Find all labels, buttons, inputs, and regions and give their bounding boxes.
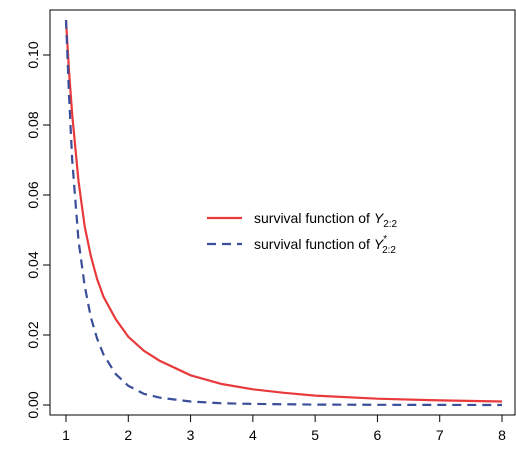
x-tick-label: 4 bbox=[249, 427, 257, 443]
y-tick-label: 0.02 bbox=[25, 321, 41, 348]
y-tick-label: 0.00 bbox=[25, 391, 41, 418]
y-tick-label: 0.10 bbox=[25, 41, 41, 68]
legend-text: survival function of bbox=[254, 236, 374, 252]
legend-text: survival function of bbox=[254, 210, 374, 226]
y-tick-label: 0.04 bbox=[25, 251, 41, 278]
y-tick-label: 0.06 bbox=[25, 181, 41, 208]
x-tick-label: 2 bbox=[124, 427, 132, 443]
legend-variable: Y bbox=[374, 236, 385, 252]
legend-label-1: survival function of Y2:2 bbox=[254, 210, 398, 230]
x-tick-label: 8 bbox=[498, 427, 506, 443]
legend-variable: Y bbox=[374, 210, 385, 226]
legend-subscript: 2:2 bbox=[382, 245, 396, 256]
series-line-1 bbox=[64, 19, 503, 403]
series-layer bbox=[64, 19, 503, 407]
x-axis: 1 2 3 4 5 6 7 8 bbox=[62, 414, 506, 443]
x-tick-label: 6 bbox=[374, 427, 382, 443]
y-tick-label: 0.08 bbox=[25, 111, 41, 138]
series-line-2 bbox=[64, 19, 503, 407]
x-tick-label: 5 bbox=[311, 427, 319, 443]
x-tick-label: 3 bbox=[187, 427, 195, 443]
legend-label-2: survival function of Y* 2:2 bbox=[254, 234, 396, 256]
x-tick-label: 7 bbox=[436, 427, 444, 443]
x-tick-label: 1 bbox=[62, 427, 70, 443]
legend-subscript: 2:2 bbox=[383, 219, 397, 230]
y-axis: 0.00 0.02 0.04 0.06 0.08 0.10 bbox=[25, 41, 51, 419]
legend-superscript: * bbox=[383, 234, 387, 245]
